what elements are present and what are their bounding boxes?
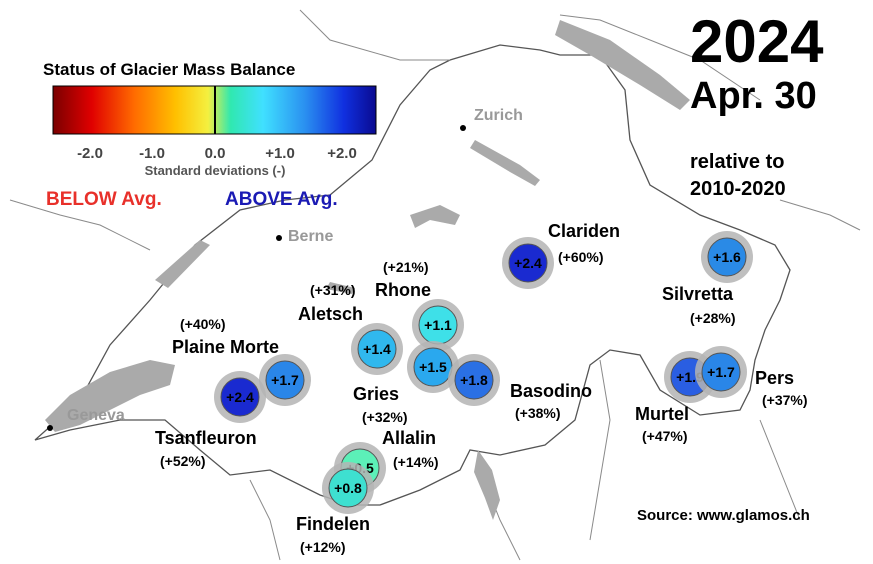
- date-title: Apr. 30: [690, 75, 817, 117]
- legend-tick: +2.0: [327, 145, 357, 162]
- glacier-marker-silvretta: +1.6: [701, 231, 753, 283]
- glacier-percent-findelen: (+12%): [300, 539, 346, 555]
- source-credit: Source: www.glamos.ch: [637, 507, 810, 524]
- glacier-name-tsanfleuron: Tsanfleuron: [155, 428, 257, 448]
- city-geneva: Geneva: [47, 407, 125, 431]
- marker-dot: [454, 360, 494, 400]
- glacier-name-allalin: Allalin: [382, 428, 436, 448]
- marker-dot: [508, 243, 548, 283]
- glacier-percent-plaine-morte: (+40%): [180, 316, 226, 332]
- city-label: Berne: [288, 228, 333, 245]
- marker-value: +0.8: [334, 480, 362, 496]
- legend-tick: 0.0: [205, 145, 226, 162]
- marker-value: +1.1: [424, 317, 452, 333]
- lake-lucerne: [410, 205, 460, 228]
- reference-period-line1: relative to: [690, 151, 784, 173]
- marker-dot: [220, 377, 260, 417]
- neighbor-border: [9, 9, 861, 561]
- marker-value: +1.7: [271, 372, 299, 388]
- glacier-marker-pers: +1.7: [695, 346, 747, 398]
- glacier-marker-findelen: +0.8: [322, 462, 374, 514]
- glacier-name-rhone: Rhone: [375, 280, 431, 300]
- glacier-percent-allalin: (+14%): [393, 454, 439, 470]
- glacier-percent-silvretta: (+28%): [690, 310, 736, 326]
- glacier-name-murtel: Murtel: [635, 404, 689, 424]
- glacier-name-pers: Pers: [755, 368, 794, 388]
- city-label: Zurich: [474, 107, 523, 124]
- marker-value: +2.4: [226, 389, 254, 405]
- marker-dot: [707, 237, 747, 277]
- legend-tick: +1.0: [265, 145, 295, 162]
- legend-tick: -1.0: [139, 145, 165, 162]
- lake-thun: [326, 282, 355, 294]
- glacier-marker-basodino: +1.8: [448, 354, 500, 406]
- year-title: 2024: [690, 8, 824, 75]
- glacier-percent-murtel: (+47%): [642, 428, 688, 444]
- glacier-percent-rhone: (+21%): [383, 259, 429, 275]
- city-label: Geneva: [67, 407, 125, 424]
- lake-zurich: [470, 140, 540, 186]
- glacier-markers: +2.4+1.6+1.1+1.4+1.5+1.8+1.7+2.4+0.5+0.8…: [214, 231, 753, 514]
- marker-value: +1.4: [363, 341, 391, 357]
- marker-dot: [701, 352, 741, 392]
- city-berne: Berne: [276, 228, 333, 245]
- glacier-name-plaine-morte: Plaine Morte: [172, 337, 279, 357]
- lake-neuchatel: [155, 240, 210, 288]
- glacier-percent-aletsch: (+31%): [310, 282, 356, 298]
- glacier-percent-tsanfleuron: (+52%): [160, 453, 206, 469]
- glacier-name-basodino: Basodino: [510, 381, 592, 401]
- below-average-label: BELOW Avg.: [46, 189, 162, 210]
- marker-value: +1.7: [707, 364, 735, 380]
- marker-value: +1.8: [460, 372, 488, 388]
- marker-dot: [265, 360, 305, 400]
- glacier-name-findelen: Findelen: [296, 514, 370, 534]
- glacier-marker-clariden: +2.4: [502, 237, 554, 289]
- glacier-marker-tsanfleuron: +2.4: [214, 371, 266, 423]
- marker-dot: [357, 329, 397, 369]
- glacier-marker-plaine-morte: +1.7: [259, 354, 311, 406]
- lake-constance: [555, 20, 690, 110]
- legend-axis-label: Standard deviations (-): [145, 163, 286, 178]
- glacier-percent-gries: (+32%): [362, 409, 408, 425]
- legend-title: Status of Glacier Mass Balance: [43, 60, 295, 79]
- marker-dot: [328, 468, 368, 508]
- legend-tick: -2.0: [77, 145, 103, 162]
- above-average-label: ABOVE Avg.: [225, 189, 338, 210]
- reference-period-line2: 2010-2020: [690, 178, 786, 200]
- glacier-marker-aletsch: +1.4: [351, 323, 403, 375]
- glacier-name-clariden: Clariden: [548, 221, 620, 241]
- marker-value: +1.6: [713, 249, 741, 265]
- glacier-name-gries: Gries: [353, 384, 399, 404]
- marker-value: +2.4: [514, 255, 542, 271]
- city-zurich: Zurich: [460, 107, 523, 131]
- glacier-percent-basodino: (+38%): [515, 405, 561, 421]
- lake-maggiore: [474, 450, 500, 520]
- glacier-marker-gries: +1.5: [407, 341, 459, 393]
- glacier-name-silvretta: Silvretta: [662, 284, 734, 304]
- marker-value: +1.5: [419, 359, 447, 375]
- glacier-percent-clariden: (+60%): [558, 249, 604, 265]
- glacier-marker-rhone: +1.1: [412, 299, 464, 351]
- lake-geneva: [45, 360, 175, 432]
- glacier-name-aletsch: Aletsch: [298, 304, 363, 324]
- glacier-percent-pers: (+37%): [762, 392, 808, 408]
